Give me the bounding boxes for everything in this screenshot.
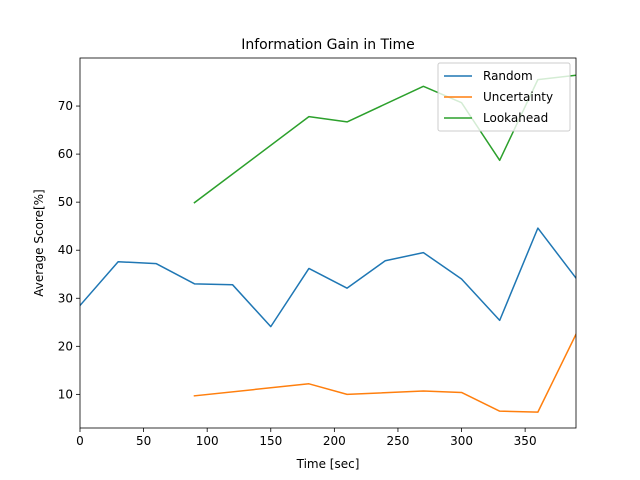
x-axis-label: Time [sec] [296, 457, 360, 471]
y-tick-label: 10 [58, 387, 73, 401]
x-tick-label: 300 [450, 434, 473, 448]
legend-frame [437, 62, 571, 132]
y-tick-label: 60 [58, 147, 73, 161]
x-tick-label: 50 [136, 434, 151, 448]
legend-items: Random Uncertainty Lookahead [444, 69, 553, 125]
legend-label-lookahead: Lookahead [483, 111, 548, 125]
x-tick-label: 150 [259, 434, 282, 448]
y-axis-label: Average Score[%] [32, 189, 46, 296]
y-tick-label: 30 [58, 291, 73, 305]
x-tick-label: 350 [514, 434, 537, 448]
series-line-random [80, 227, 576, 328]
y-tick-label: 20 [58, 339, 73, 353]
y-tick-label: 70 [58, 99, 73, 113]
y-tick-label: 50 [58, 195, 73, 209]
legend-label-random: Random [483, 69, 533, 83]
plot-frame [79, 57, 577, 429]
y-axis-ticks: 10 20 30 40 50 60 70 [58, 99, 80, 401]
x-tick-label: 100 [196, 434, 219, 448]
legend: Random Uncertainty Lookahead [437, 62, 571, 132]
x-axis-ticks: 0 50 100 150 200 250 300 350 [76, 428, 537, 448]
x-tick-label: 0 [76, 434, 84, 448]
x-tick-label: 200 [323, 434, 346, 448]
chart-title: Information Gain in Time [241, 37, 415, 53]
x-tick-label: 250 [386, 434, 409, 448]
legend-label-uncertainty: Uncertainty [483, 90, 553, 104]
y-tick-label: 40 [58, 243, 73, 257]
series-line-uncertainty [193, 333, 576, 413]
